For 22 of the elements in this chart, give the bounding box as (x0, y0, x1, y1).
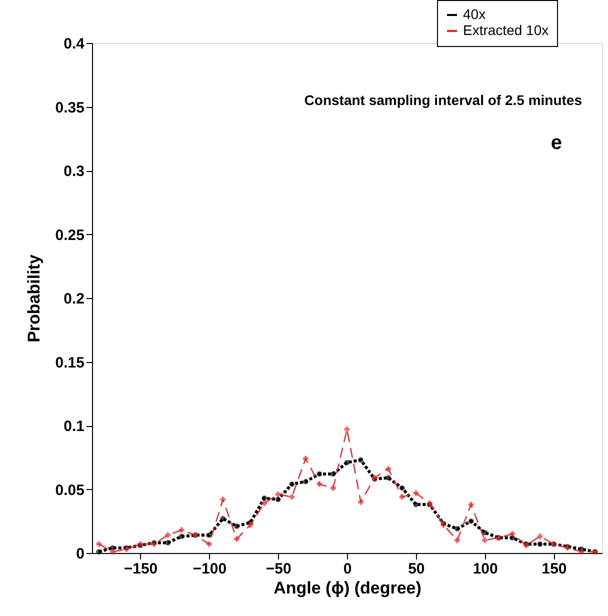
y-tick-label: 0.35 (55, 99, 84, 116)
annotation: Constant sampling interval of 2.5 minutes (304, 92, 582, 108)
x-axis-title: Angle (ϕ) (degree) (274, 578, 422, 598)
x-tick-label: −50 (266, 560, 292, 578)
y-tick-label: 0.1 (64, 418, 84, 435)
y-tick-label: 0.25 (55, 226, 84, 244)
x-tick-label: 100 (472, 560, 498, 578)
x-tick-label: −150 (124, 560, 158, 578)
y-tick-label: 0.15 (55, 354, 84, 372)
y-tick-label: 0.05 (55, 482, 84, 499)
y-axis-title: Probability (24, 254, 44, 342)
annotation: e (550, 132, 562, 154)
legend-label: 40x (463, 6, 486, 22)
x-tick-label: 0 (343, 560, 352, 578)
x-tick-label: −100 (192, 560, 227, 578)
y-tick-label: 0.2 (64, 290, 84, 308)
y-tick-label: 0 (76, 546, 84, 562)
x-tick-label: 50 (408, 560, 425, 578)
x-tick-label: 150 (542, 560, 567, 578)
y-tick-label: 0.3 (64, 163, 84, 180)
y-tick-label: 0.4 (64, 36, 86, 52)
legend-label: Extracted 10x (463, 22, 549, 38)
